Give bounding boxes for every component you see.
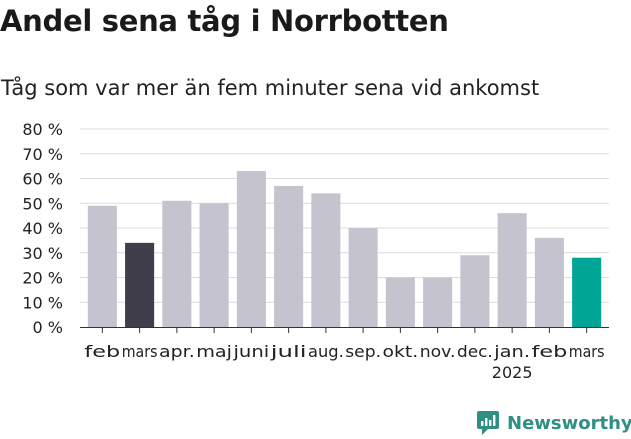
bar-1 — [125, 242, 155, 327]
newsworthy-logo-icon — [477, 411, 499, 435]
x-tick-label: feb — [531, 342, 567, 361]
y-tick-label: 0 % — [33, 318, 63, 337]
x-tick-label: apr. — [159, 342, 195, 361]
chart-subtitle: Tåg som var mer än fem minuter sena vid … — [1, 76, 540, 100]
y-tick-label: 20 % — [22, 269, 63, 288]
bar-12 — [534, 237, 564, 327]
bar-4 — [236, 171, 266, 327]
x-axis: feb mars apr. maj juni juli aug. sep. okt. nov. de… — [80, 327, 609, 382]
bar-8 — [385, 277, 415, 327]
bar-6 — [311, 193, 341, 327]
bar-3 — [199, 203, 229, 327]
bar-9 — [423, 277, 453, 327]
grid-lines — [80, 128, 609, 303]
y-tick-label: 10 % — [22, 293, 63, 312]
x-tick-label: nov. — [420, 342, 456, 361]
bar-0 — [87, 205, 117, 327]
y-tick-label: 50 % — [22, 194, 63, 213]
x-tick-label: juli — [269, 342, 306, 361]
y-tick-label: 40 % — [22, 219, 63, 238]
y-tick-label: 80 % — [22, 120, 63, 139]
x-tick-label: juni — [232, 342, 269, 361]
x-tick-label: dec. — [457, 342, 493, 361]
bar-2 — [162, 200, 192, 327]
y-tick-label: 30 % — [22, 244, 63, 263]
bars — [87, 171, 602, 327]
y-axis: 0 % 10 % 20 % 30 % 40 % 50 % 60 % 70 % 80 % — [22, 120, 63, 337]
x-tick-label: mars — [569, 342, 605, 361]
x-tick-label: sep. — [345, 342, 381, 361]
x-tick-label: jan. — [493, 342, 530, 361]
bar-7 — [348, 228, 378, 327]
bar-11 — [497, 213, 527, 327]
chart-title: Andel sena tåg i Norrbotten — [0, 4, 449, 38]
x-tick-label: aug. — [308, 342, 344, 361]
x-tick-label: feb — [84, 342, 120, 361]
bar-10 — [460, 255, 490, 327]
x-tick-label: maj — [196, 342, 232, 361]
y-tick-label: 70 % — [22, 145, 63, 164]
brand-name: Newsworthy — [507, 412, 631, 434]
x-year-label: 2025 — [492, 363, 533, 382]
bar-13 — [572, 257, 602, 327]
brand-logo: Newsworthy — [476, 408, 631, 438]
x-tick-label: okt. — [382, 342, 418, 361]
bar-5 — [274, 185, 304, 327]
y-tick-label: 60 % — [22, 170, 63, 189]
x-tick-label: mars — [122, 342, 158, 361]
